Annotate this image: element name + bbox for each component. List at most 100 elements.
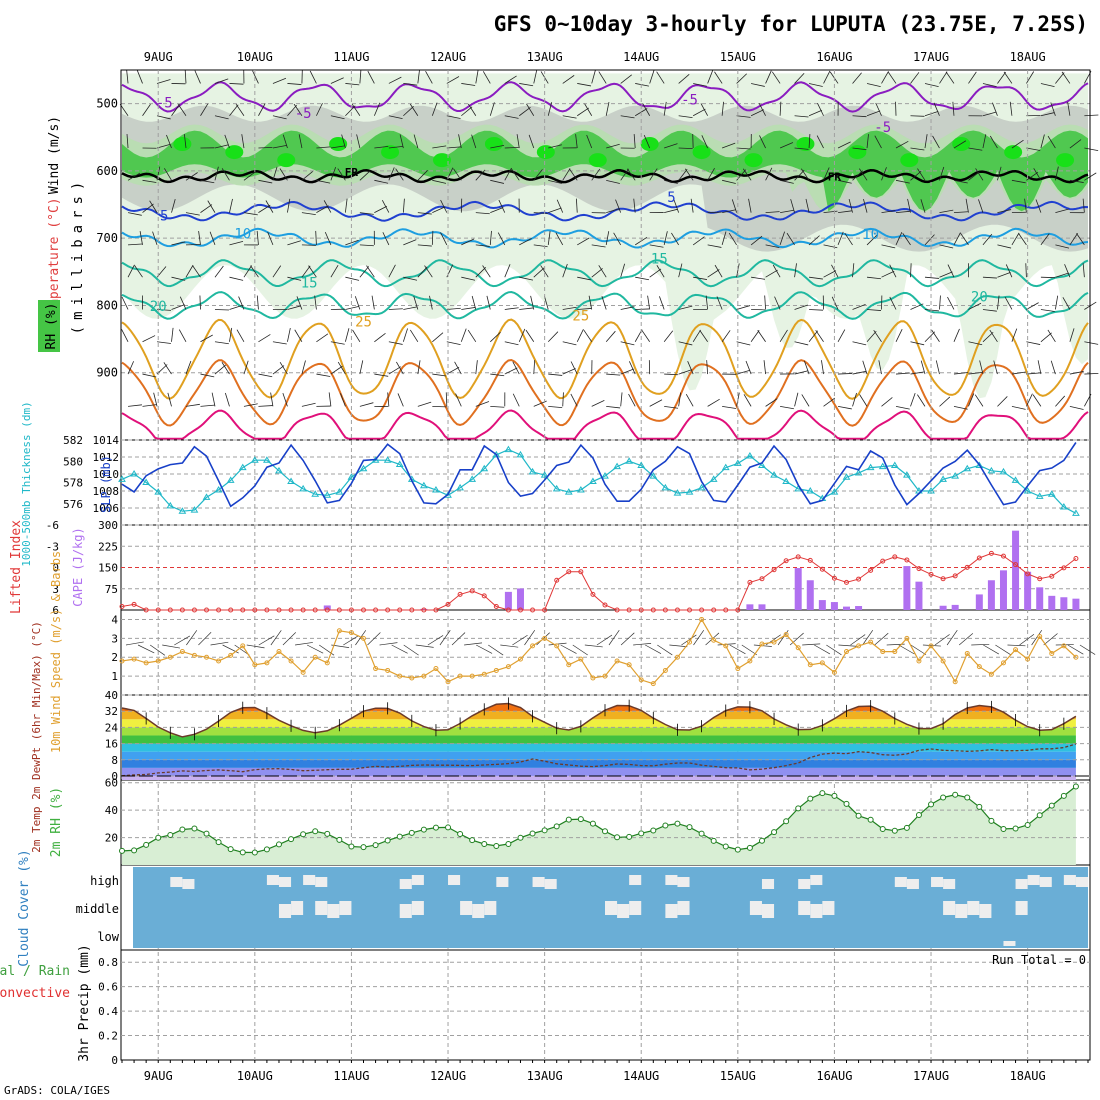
- thickness-point: [202, 493, 211, 500]
- day-label-top: 18AUG: [1010, 50, 1046, 64]
- li-tick-label: -3: [46, 540, 59, 553]
- wind-barb: [907, 198, 911, 213]
- wind-barb: [831, 296, 839, 310]
- day-label-top: 9AUG: [144, 50, 173, 64]
- wind-barb: [750, 109, 764, 117]
- wind-barb: [445, 392, 448, 407]
- wind-barb: [152, 231, 158, 246]
- wind-barb: [200, 334, 213, 343]
- wind-barb: [687, 361, 694, 375]
- wind-barb: [873, 329, 882, 343]
- wind-barb: [127, 361, 134, 375]
- wind-speed-point: [952, 679, 958, 685]
- wind-barb: [671, 232, 679, 246]
- wind-barb: [881, 397, 893, 407]
- upper-tick-label: 500: [96, 97, 118, 111]
- wind-barb: [282, 392, 288, 407]
- wind-barb: [562, 368, 576, 375]
- wind-barb: [779, 231, 786, 246]
- thickness-point: [806, 487, 815, 494]
- thickness-point: [733, 459, 742, 466]
- wind-speed-point: [324, 660, 330, 666]
- surface-wind-barb: [693, 629, 705, 646]
- wind-barb: [1026, 71, 1035, 84]
- wind-barb: [504, 307, 519, 310]
- rh-ylabel: RH (%): [44, 303, 59, 350]
- rh2m-point: [420, 826, 427, 833]
- thickness-point: [214, 485, 223, 493]
- surface-wind-barb: [524, 630, 536, 646]
- wind-barb: [409, 329, 419, 342]
- wind-barb: [920, 199, 926, 213]
- wind-speed-point: [856, 643, 862, 649]
- thickness-point: [468, 475, 477, 482]
- wind-barb: [643, 134, 651, 149]
- cape-bar: [975, 594, 983, 610]
- cloud-middle-block: [665, 904, 678, 918]
- wind-barb: [875, 102, 882, 116]
- wind-speed-point: [614, 658, 620, 664]
- wind-barb: [889, 264, 897, 278]
- wind-barb: [693, 83, 707, 87]
- lifted-index-point: [204, 607, 210, 613]
- wind-barb: [413, 295, 419, 310]
- wind-barb: [685, 393, 694, 407]
- rh-max-blob: [432, 153, 451, 168]
- cloud-level-label: low: [97, 930, 119, 944]
- slp-ylabel: SLP (mb): [99, 455, 113, 513]
- cloud-high-block: [629, 875, 642, 885]
- wind-barb: [272, 265, 282, 278]
- lifted-index-point: [288, 607, 294, 613]
- contour-label: 10: [862, 227, 879, 243]
- rh-legend-swatch: [38, 300, 60, 352]
- wind-barb: [684, 168, 694, 181]
- wind-speed-point: [976, 664, 982, 670]
- wind-barb: [199, 295, 201, 310]
- cloud-high-block: [665, 875, 678, 885]
- wind-speed-point: [252, 662, 258, 668]
- wind-barb: [576, 329, 584, 342]
- wind-barb: [917, 168, 926, 181]
- wind-barb: [287, 240, 301, 246]
- wind-barb: [598, 71, 607, 84]
- wind-barb: [606, 179, 620, 184]
- thickness-point: [939, 475, 947, 482]
- wind-barb: [128, 243, 143, 246]
- wind-barb: [649, 168, 658, 181]
- wind-barb: [765, 398, 778, 407]
- li-ylabel-group: Lifted Index: [9, 520, 24, 614]
- wind-barb: [794, 341, 809, 346]
- wind-barb: [605, 101, 610, 116]
- wind-barb: [664, 179, 678, 184]
- wind-barb: [446, 146, 461, 149]
- wind-speed-point: [831, 669, 837, 675]
- wind-barb: [910, 115, 925, 117]
- wind-barb: [272, 77, 287, 84]
- lifted-index-point: [469, 588, 475, 594]
- cloud-ylabel: Cloud Cover (%): [17, 849, 32, 966]
- wind-barb: [953, 232, 961, 246]
- wind-barb: [461, 83, 476, 86]
- wind-barb: [475, 267, 487, 278]
- wind-barb: [388, 76, 402, 84]
- rh2m-point: [517, 834, 524, 841]
- wind-barb: [1055, 272, 1069, 278]
- lifted-index-point: [421, 607, 427, 613]
- wind-speed-point: [819, 660, 825, 666]
- wind-barb: [705, 295, 709, 310]
- lifted-index-point: [735, 607, 741, 613]
- wind-barb: [214, 78, 229, 84]
- wind-speed-point: [1037, 633, 1043, 639]
- wind-barb: [974, 394, 984, 407]
- surface-wind-barb: [633, 643, 652, 646]
- rh2m-point: [867, 816, 874, 823]
- wind-speed-point: [288, 658, 294, 664]
- wind-barb: [823, 167, 830, 181]
- surface-wind-barb: [934, 634, 950, 646]
- rh2m-point: [602, 828, 608, 835]
- wind-barb: [446, 115, 461, 119]
- wind-barb: [721, 330, 731, 343]
- wind-barb: [743, 394, 752, 407]
- rh2m-point: [251, 849, 258, 856]
- wind-barb: [692, 108, 706, 117]
